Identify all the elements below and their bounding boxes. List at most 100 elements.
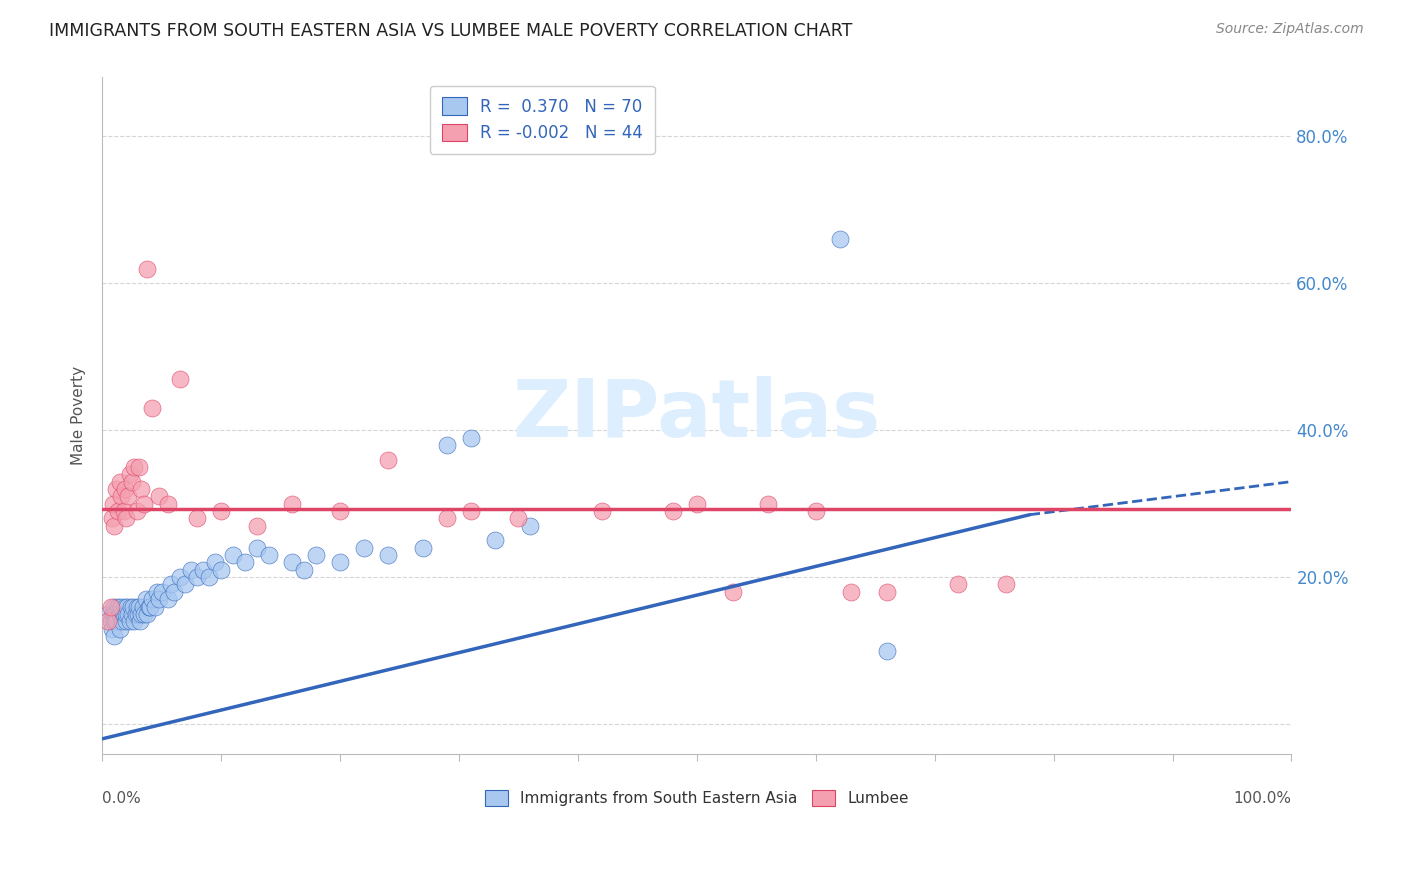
Point <box>100 599 122 614</box>
Point <box>146 585 169 599</box>
Point <box>103 599 125 614</box>
Point <box>876 643 898 657</box>
Point <box>257 548 280 562</box>
Point <box>136 607 159 621</box>
Point <box>108 622 131 636</box>
Point <box>97 607 120 621</box>
Point <box>174 577 197 591</box>
Point <box>131 482 153 496</box>
Point <box>115 614 138 628</box>
Point <box>246 518 269 533</box>
Point <box>111 614 134 628</box>
Point <box>160 577 183 591</box>
Point <box>484 533 506 548</box>
Point <box>114 599 136 614</box>
Point <box>128 459 150 474</box>
Point <box>186 570 208 584</box>
Point <box>876 585 898 599</box>
Point <box>110 489 132 503</box>
Point <box>281 497 304 511</box>
Point <box>118 467 141 482</box>
Point <box>141 592 163 607</box>
Point <box>377 548 399 562</box>
Point <box>136 261 159 276</box>
Point <box>756 497 779 511</box>
Point <box>132 497 155 511</box>
Point <box>519 518 541 533</box>
Text: IMMIGRANTS FROM SOUTH EASTERN ASIA VS LUMBEE MALE POVERTY CORRELATION CHART: IMMIGRANTS FROM SOUTH EASTERN ASIA VS LU… <box>49 22 852 40</box>
Point <box>103 518 125 533</box>
Point <box>828 232 851 246</box>
Point <box>139 599 162 614</box>
Point <box>150 585 173 599</box>
Point <box>662 504 685 518</box>
Point <box>105 482 128 496</box>
Text: 100.0%: 100.0% <box>1233 790 1292 805</box>
Point <box>180 563 202 577</box>
Point <box>100 622 122 636</box>
Legend: Immigrants from South Eastern Asia, Lumbee: Immigrants from South Eastern Asia, Lumb… <box>477 782 917 814</box>
Point <box>124 459 146 474</box>
Point <box>156 592 179 607</box>
Point <box>233 556 256 570</box>
Text: Source: ZipAtlas.com: Source: ZipAtlas.com <box>1216 22 1364 37</box>
Point <box>120 599 142 614</box>
Point <box>329 504 352 518</box>
Point <box>115 511 138 525</box>
Y-axis label: Male Poverty: Male Poverty <box>72 366 86 465</box>
Point <box>103 614 125 628</box>
Point <box>138 599 160 614</box>
Point <box>148 489 170 503</box>
Point <box>460 430 482 444</box>
Point <box>135 592 157 607</box>
Point <box>198 570 221 584</box>
Point <box>131 607 153 621</box>
Point <box>104 607 127 621</box>
Point <box>222 548 245 562</box>
Point <box>948 577 970 591</box>
Point <box>841 585 863 599</box>
Point <box>305 548 328 562</box>
Point <box>115 599 138 614</box>
Point <box>804 504 827 518</box>
Point <box>204 556 226 570</box>
Point <box>169 372 191 386</box>
Point <box>281 556 304 570</box>
Point <box>110 599 132 614</box>
Point <box>128 599 150 614</box>
Point <box>508 511 530 525</box>
Point <box>105 614 128 628</box>
Point <box>125 599 148 614</box>
Point <box>117 607 139 621</box>
Point <box>118 614 141 628</box>
Point <box>156 497 179 511</box>
Point <box>460 504 482 518</box>
Point <box>100 511 122 525</box>
Point <box>101 607 124 621</box>
Point <box>132 607 155 621</box>
Point <box>721 585 744 599</box>
Point <box>127 607 149 621</box>
Point <box>143 599 166 614</box>
Point <box>131 599 153 614</box>
Point <box>186 511 208 525</box>
Point <box>329 556 352 570</box>
Point <box>246 541 269 555</box>
Point <box>100 614 122 628</box>
Point <box>193 563 215 577</box>
Point <box>209 563 232 577</box>
Point <box>117 489 139 503</box>
Point <box>995 577 1018 591</box>
Point <box>125 504 148 518</box>
Point <box>162 585 184 599</box>
Point <box>101 497 124 511</box>
Point <box>686 497 709 511</box>
Point <box>209 504 232 518</box>
Point <box>169 570 191 584</box>
Point <box>148 592 170 607</box>
Point <box>112 504 135 518</box>
Point <box>112 607 135 621</box>
Point <box>122 599 145 614</box>
Point <box>353 541 375 555</box>
Point <box>107 504 129 518</box>
